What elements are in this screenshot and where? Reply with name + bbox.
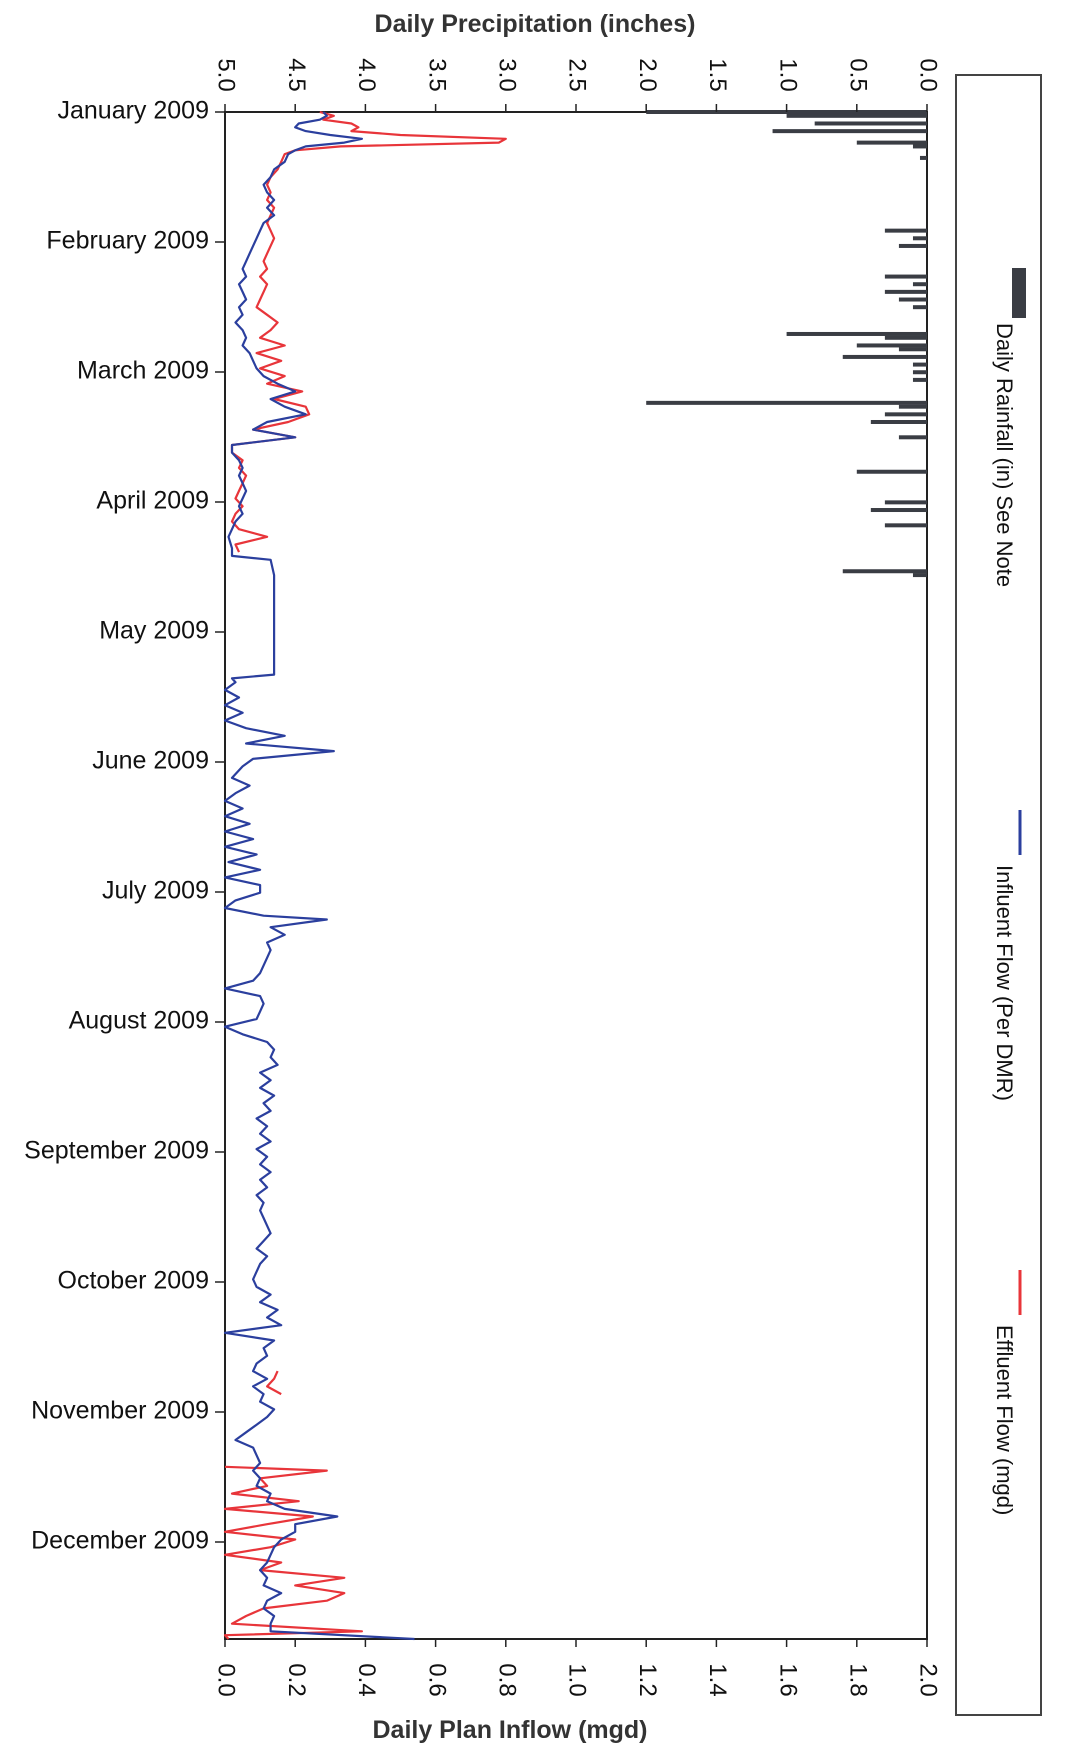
rainfall-bar [898, 347, 927, 352]
legend: Daily Rainfall (in) See Note Influent Flo… [992, 268, 1026, 1515]
month-label: March 2009 [77, 357, 209, 385]
rainfall-bar [898, 404, 927, 409]
rainfall-bar [786, 331, 927, 336]
rainfall-bar [912, 144, 927, 149]
rainfall-bar [898, 435, 927, 440]
precipitation-axis-title: Daily Precipitation (inches) [375, 10, 696, 38]
precipitation-tick-label: 3.5 [423, 58, 450, 91]
rainfall-bar [870, 508, 927, 513]
influent-flow-line [223, 111, 415, 1641]
influent-flow-series [223, 111, 415, 1641]
inflow-tick-label: 0.0 [213, 1663, 240, 1696]
rainfall-bar [842, 569, 927, 574]
rainfall-bar [884, 274, 927, 279]
rainfall-bar [842, 354, 927, 359]
inflow-tick-label: 1.0 [564, 1663, 591, 1696]
month-label: April 2009 [96, 487, 209, 515]
rainfall-bar [912, 377, 927, 382]
month-label: May 2009 [99, 617, 209, 645]
rainfall-bar [898, 297, 927, 302]
legend-label-influent: Influent Flow (Per DMR) [992, 865, 1017, 1101]
inflow-tick-label: 0.8 [493, 1663, 520, 1696]
rainfall-bar [912, 282, 927, 287]
rainfall-bar [856, 343, 927, 348]
rainfall-bar [912, 305, 927, 310]
legend-label-effluent: Effluent Flow (mgd) [992, 1325, 1017, 1515]
inflow-tick-label: 0.6 [423, 1663, 450, 1696]
rainfall-bar [870, 419, 927, 424]
rainfall-bar [786, 113, 927, 118]
precipitation-tick-label: 0.0 [915, 58, 942, 91]
precipitation-tick-label: 4.5 [283, 58, 310, 91]
month-label: October 2009 [58, 1267, 210, 1295]
precipitation-tick-label: 1.5 [704, 58, 731, 91]
precipitation-tick-label: 3.0 [493, 58, 520, 91]
legend-box [955, 74, 1042, 1716]
rainfall-bar [912, 236, 927, 241]
rainfall-bar [898, 243, 927, 248]
effluent-flow-line [230, 110, 507, 553]
rainfall-bar [884, 500, 927, 505]
inflow-tick-label: 0.4 [353, 1663, 380, 1696]
rainfall-bars [646, 110, 927, 578]
inflow-tick-label: 1.8 [844, 1663, 871, 1696]
rainfall-bar [856, 140, 927, 145]
precipitation-tick-label: 5.0 [213, 58, 240, 91]
rainfall-bar [912, 362, 927, 367]
rainfall-bar [884, 523, 927, 528]
rainfall-bar [884, 228, 927, 233]
month-label: August 2009 [69, 1007, 209, 1035]
plot-frame [224, 111, 928, 1640]
precipitation-tick-label: 0.5 [844, 58, 871, 91]
precipitation-tick-label: 4.0 [353, 58, 380, 91]
month-label: February 2009 [46, 227, 209, 255]
legend-label-rainfall: Daily Rainfall (in) See Note [992, 323, 1017, 587]
month-label: January 2009 [57, 97, 209, 125]
rainfall-bar [814, 121, 927, 126]
rainfall-bar [646, 400, 927, 405]
month-label: December 2009 [31, 1527, 209, 1555]
inflow-tick-label: 1.6 [774, 1663, 801, 1696]
effluent-flow-line [266, 1370, 282, 1396]
rainfall-bar [884, 412, 927, 417]
rainfall-bar [912, 370, 927, 375]
inflow-tick-label: 2.0 [915, 1663, 942, 1696]
effluent-flow-series [223, 110, 507, 1640]
month-label: July 2009 [102, 877, 209, 905]
month-label: November 2009 [31, 1397, 209, 1425]
month-label: June 2009 [92, 747, 209, 775]
rainfall-bar [919, 155, 927, 160]
rainfall-bar [884, 335, 927, 340]
rainfall-bar [912, 573, 927, 578]
rainfall-bar [884, 289, 927, 294]
inflow-tick-label: 1.4 [704, 1663, 731, 1696]
inflow-tick-label: 0.2 [283, 1663, 310, 1696]
precipitation-tick-label: 2.5 [564, 58, 591, 91]
precipitation-axis-ticks: 5.0 4.5 4.0 3.5 3.0 2.5 2.0 1.5 1.0 0.5 0.0 [213, 58, 942, 112]
month-axis-ticks: January 2009 February 2009 March 2009 April… [24, 97, 225, 1555]
effluent-flow-line [223, 1465, 363, 1640]
rainfall-bar [856, 469, 927, 474]
inflow-axis-title: Daily Plan Inflow (mgd) [372, 1716, 647, 1744]
legend-swatch-rainfall [1012, 268, 1026, 318]
precipitation-tick-label: 2.0 [634, 58, 661, 91]
rainfall-bar [772, 129, 927, 134]
inflow-tick-label: 1.2 [634, 1663, 661, 1696]
precipitation-tick-label: 1.0 [774, 58, 801, 91]
inflow-axis-ticks: 0.0 0.2 0.4 0.6 0.8 1.0 1.2 1.4 1.6 1.8 2.0 [213, 1639, 942, 1697]
month-label: September 2009 [24, 1137, 209, 1165]
